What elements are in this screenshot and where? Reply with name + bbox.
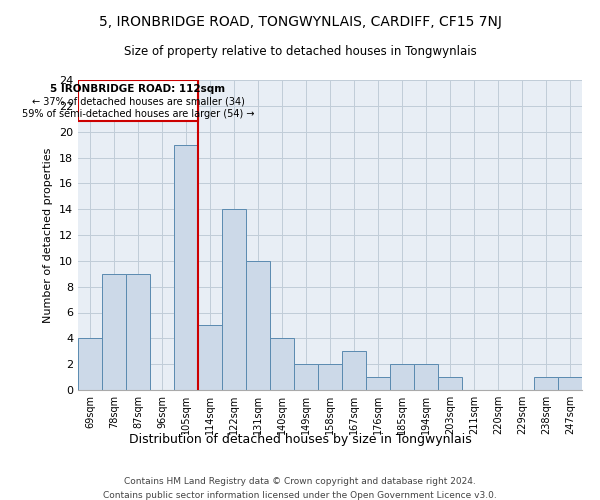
Bar — [102, 274, 126, 390]
Bar — [414, 364, 438, 390]
Text: Contains public sector information licensed under the Open Government Licence v3: Contains public sector information licen… — [103, 491, 497, 500]
Bar — [198, 326, 222, 390]
Bar — [174, 144, 198, 390]
Bar — [126, 274, 150, 390]
Text: Size of property relative to detached houses in Tongwynlais: Size of property relative to detached ho… — [124, 45, 476, 58]
Bar — [294, 364, 318, 390]
Text: ← 37% of detached houses are smaller (34): ← 37% of detached houses are smaller (34… — [32, 97, 244, 107]
Bar — [366, 377, 390, 390]
Bar — [318, 364, 342, 390]
Text: 5, IRONBRIDGE ROAD, TONGWYNLAIS, CARDIFF, CF15 7NJ: 5, IRONBRIDGE ROAD, TONGWYNLAIS, CARDIFF… — [98, 15, 502, 29]
Bar — [390, 364, 414, 390]
Bar — [342, 351, 366, 390]
Bar — [78, 338, 102, 390]
Bar — [246, 261, 270, 390]
Bar — [534, 377, 558, 390]
Bar — [222, 209, 246, 390]
Y-axis label: Number of detached properties: Number of detached properties — [43, 148, 53, 322]
Text: 5 IRONBRIDGE ROAD: 112sqm: 5 IRONBRIDGE ROAD: 112sqm — [50, 84, 226, 94]
Bar — [438, 377, 462, 390]
Text: Distribution of detached houses by size in Tongwynlais: Distribution of detached houses by size … — [128, 432, 472, 446]
Text: 59% of semi-detached houses are larger (54) →: 59% of semi-detached houses are larger (… — [22, 108, 254, 118]
Text: Contains HM Land Registry data © Crown copyright and database right 2024.: Contains HM Land Registry data © Crown c… — [124, 478, 476, 486]
Bar — [78, 80, 198, 122]
Bar — [558, 377, 582, 390]
Bar — [270, 338, 294, 390]
